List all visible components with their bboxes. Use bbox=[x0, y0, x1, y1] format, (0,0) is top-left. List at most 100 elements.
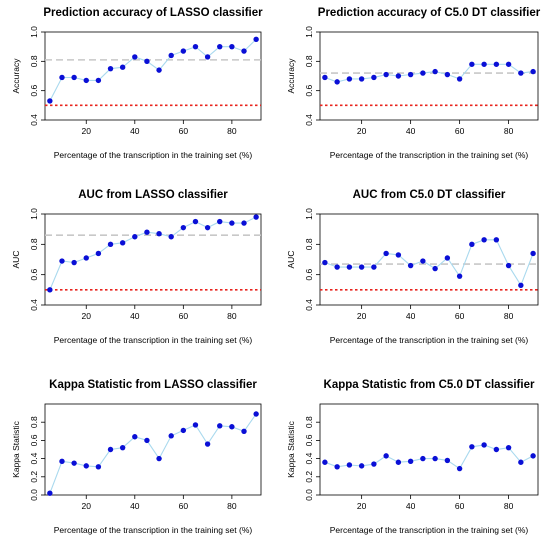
y-tick-label: 0.8 bbox=[304, 55, 314, 67]
data-point bbox=[371, 264, 377, 270]
data-point bbox=[530, 68, 536, 75]
x-tick-label: 60 bbox=[179, 311, 189, 321]
chart-title: Kappa Statistic from LASSO classifier bbox=[49, 379, 257, 391]
x-tick-label: 20 bbox=[82, 126, 92, 136]
data-point bbox=[217, 218, 223, 225]
chart-panel: Kappa Statistic from C5.0 DT classifier 2… bbox=[286, 379, 539, 535]
data-point bbox=[144, 437, 150, 444]
data-point bbox=[71, 460, 77, 466]
data-point bbox=[253, 214, 259, 220]
data-point bbox=[407, 71, 414, 78]
y-tick-label: 0.6 bbox=[29, 84, 39, 96]
y-tick-label: 1.0 bbox=[29, 26, 39, 38]
chart-panel: Prediction accuracy of C5.0 DT classifie… bbox=[286, 7, 541, 160]
data-point bbox=[107, 241, 114, 248]
data-point bbox=[518, 70, 524, 76]
data-point bbox=[358, 76, 365, 82]
y-tick-label: 0.4 bbox=[29, 452, 39, 464]
data-point bbox=[241, 428, 247, 434]
y-tick-label: 0.6 bbox=[304, 84, 314, 96]
data-point bbox=[119, 64, 126, 70]
data-point bbox=[322, 74, 328, 81]
data-point bbox=[395, 73, 402, 79]
x-tick-label: 40 bbox=[406, 311, 416, 321]
y-tick-label: 0.4 bbox=[304, 299, 314, 311]
y-tick-label: 0.8 bbox=[29, 238, 39, 250]
x-tick-label: 40 bbox=[406, 501, 416, 511]
y-tick-label: 0.4 bbox=[304, 452, 314, 464]
data-point bbox=[229, 43, 235, 50]
data-point bbox=[180, 224, 187, 231]
data-point bbox=[59, 74, 65, 81]
data-point bbox=[358, 264, 365, 270]
data-point bbox=[144, 58, 150, 65]
data-point bbox=[217, 43, 223, 50]
data-point bbox=[156, 231, 162, 237]
data-point bbox=[192, 218, 199, 225]
series-line bbox=[49, 38, 257, 102]
data-point bbox=[346, 76, 353, 82]
data-point bbox=[334, 264, 340, 270]
data-point bbox=[444, 457, 451, 464]
data-point bbox=[407, 262, 414, 269]
data-point bbox=[71, 259, 77, 266]
y-tick-label: 0.6 bbox=[304, 434, 314, 446]
y-axis-label: Kappa Statistic bbox=[11, 420, 21, 477]
data-point bbox=[505, 262, 512, 269]
data-point bbox=[132, 234, 138, 240]
data-point bbox=[253, 36, 259, 43]
x-tick-label: 60 bbox=[179, 126, 189, 136]
x-axis-label: Percentage of the transcription in the t… bbox=[330, 525, 529, 535]
data-point bbox=[192, 422, 199, 428]
data-point bbox=[156, 67, 162, 73]
y-tick-label: 1.0 bbox=[304, 26, 314, 38]
x-tick-label: 40 bbox=[130, 501, 140, 511]
data-point bbox=[518, 459, 524, 465]
plot-frame bbox=[319, 31, 539, 121]
data-point bbox=[168, 234, 174, 240]
series-line bbox=[49, 216, 257, 291]
x-tick-label: 40 bbox=[406, 126, 416, 136]
data-point bbox=[334, 79, 340, 85]
chart-panel: Kappa Statistic from LASSO classifier 20 4… bbox=[11, 379, 262, 535]
data-point bbox=[456, 76, 463, 82]
data-point bbox=[107, 446, 114, 453]
y-tick-label: 0.4 bbox=[304, 114, 314, 126]
data-point bbox=[493, 61, 500, 67]
data-point bbox=[383, 71, 389, 78]
x-tick-label: 60 bbox=[455, 126, 465, 136]
x-tick-label: 20 bbox=[357, 126, 367, 136]
data-point bbox=[530, 250, 536, 257]
plot-frame bbox=[44, 213, 262, 306]
y-tick-label: 0.6 bbox=[29, 268, 39, 280]
data-point bbox=[420, 455, 426, 462]
data-point bbox=[358, 463, 365, 469]
data-point bbox=[407, 458, 414, 465]
x-axis-label: Percentage of the transcription in the t… bbox=[54, 525, 253, 535]
x-axis-label: Percentage of the transcription in the t… bbox=[330, 335, 529, 345]
chart-title: Prediction accuracy of C5.0 DT classifie… bbox=[318, 7, 541, 19]
data-point bbox=[383, 453, 389, 459]
y-tick-label: 1.0 bbox=[304, 208, 314, 220]
data-point bbox=[241, 220, 247, 226]
data-point bbox=[371, 74, 377, 81]
data-point bbox=[119, 444, 126, 451]
data-point bbox=[47, 490, 53, 496]
data-point bbox=[432, 68, 438, 75]
data-point bbox=[444, 71, 451, 78]
x-tick-label: 80 bbox=[504, 311, 514, 321]
data-point bbox=[505, 444, 512, 451]
x-axis-label: Percentage of the transcription in the t… bbox=[54, 150, 253, 160]
data-point bbox=[346, 264, 353, 270]
y-tick-label: 0.8 bbox=[304, 238, 314, 250]
y-axis-label: Accuracy bbox=[11, 58, 21, 94]
data-point bbox=[59, 258, 65, 264]
series-line bbox=[324, 239, 534, 287]
y-axis-label: Accuracy bbox=[286, 58, 296, 94]
chart-panel: AUC from LASSO classifier 20 40 60 80 0.4 0.6 0… bbox=[11, 189, 262, 345]
data-point bbox=[481, 237, 487, 243]
data-point bbox=[241, 48, 247, 54]
data-point bbox=[395, 459, 402, 465]
x-tick-label: 20 bbox=[357, 311, 367, 321]
